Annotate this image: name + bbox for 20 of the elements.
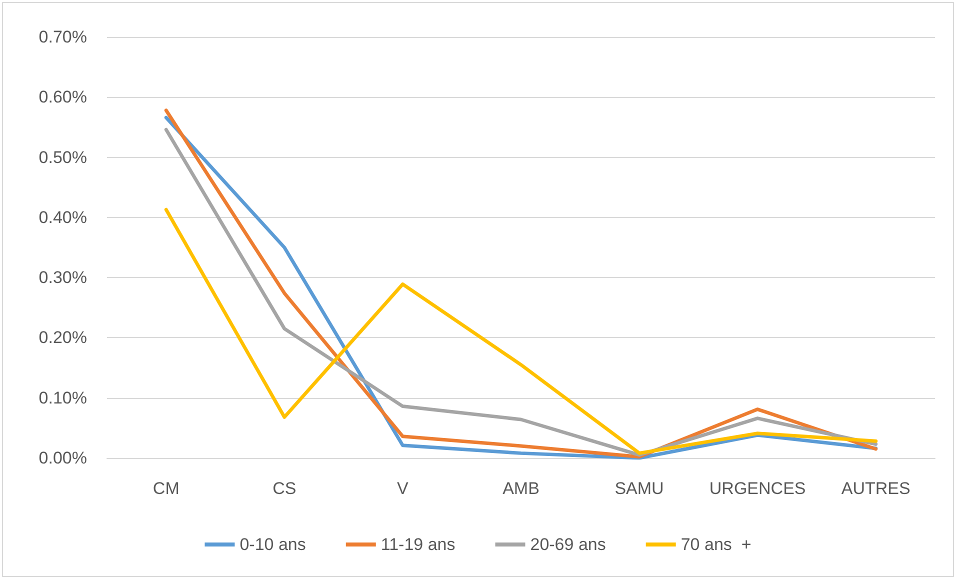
line-series (164, 208, 878, 455)
y-tick-label: 0.70% (38, 28, 87, 46)
x-tick-label: AUTRES (841, 479, 910, 498)
x-tick-label: URGENCES (709, 479, 806, 498)
x-tick-label: AMB (502, 479, 540, 498)
legend-label: 20-69 ans (530, 535, 606, 554)
x-tick-label: CM (152, 479, 180, 498)
y-tick-label: 0.60% (38, 88, 87, 107)
legend-label: 70 ans + (680, 535, 752, 554)
y-tick-label: 0.20% (38, 328, 87, 348)
y-tick-label: 0.50% (38, 148, 87, 167)
y-tick-label: 0.10% (38, 388, 87, 408)
x-tick-label: V (397, 479, 410, 498)
y-tick-label: 0.00% (38, 448, 87, 468)
x-tick-label: CS (272, 479, 296, 498)
y-tick-label: 0.30% (38, 268, 87, 288)
legend-label: 11-19 ans (380, 535, 456, 554)
y-tick-label: 0.40% (38, 208, 87, 227)
x-tick-label: SAMU (614, 479, 664, 498)
legend-label: 0-10 ans (240, 535, 306, 554)
